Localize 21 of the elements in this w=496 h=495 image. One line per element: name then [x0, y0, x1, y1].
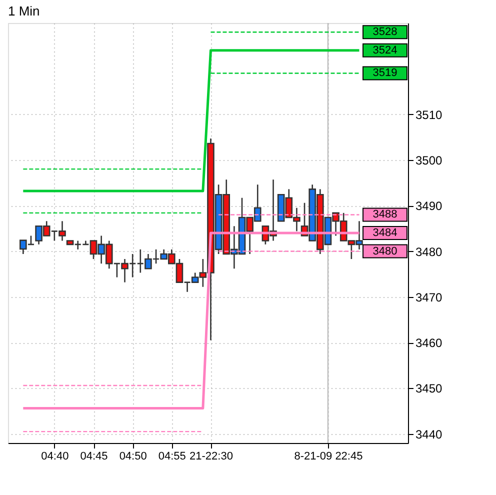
x-tick-label: 04:45 — [80, 450, 108, 462]
data-label: 3528 — [372, 26, 398, 38]
x-tick-label: 04:55 — [158, 450, 186, 462]
x-tick-label: 21-22:30 — [190, 450, 233, 462]
y-tick-label: 3440 — [416, 427, 443, 442]
data-label: 3519 — [372, 67, 398, 80]
y-tick-label: 3510 — [416, 108, 443, 122]
y-tick-label: 3500 — [416, 153, 443, 168]
y-tick-label: 3490 — [416, 199, 443, 214]
data-label: 3484 — [372, 227, 398, 239]
data-label: 3524 — [372, 44, 398, 56]
chart-title: 1 Min — [8, 3, 40, 18]
y-tick-label: 3470 — [416, 290, 443, 304]
x-tick-label: 04:40 — [41, 450, 69, 462]
data-label: 3480 — [372, 245, 398, 258]
y-tick-label: 3460 — [416, 336, 443, 350]
y-tick-label: 3450 — [416, 382, 443, 396]
y-tick-label: 3480 — [416, 244, 443, 259]
data-label: 3488 — [372, 208, 398, 221]
x-tick-label: 8-21-09 22:45 — [294, 450, 363, 462]
x-tick-label: 04:50 — [119, 450, 147, 462]
